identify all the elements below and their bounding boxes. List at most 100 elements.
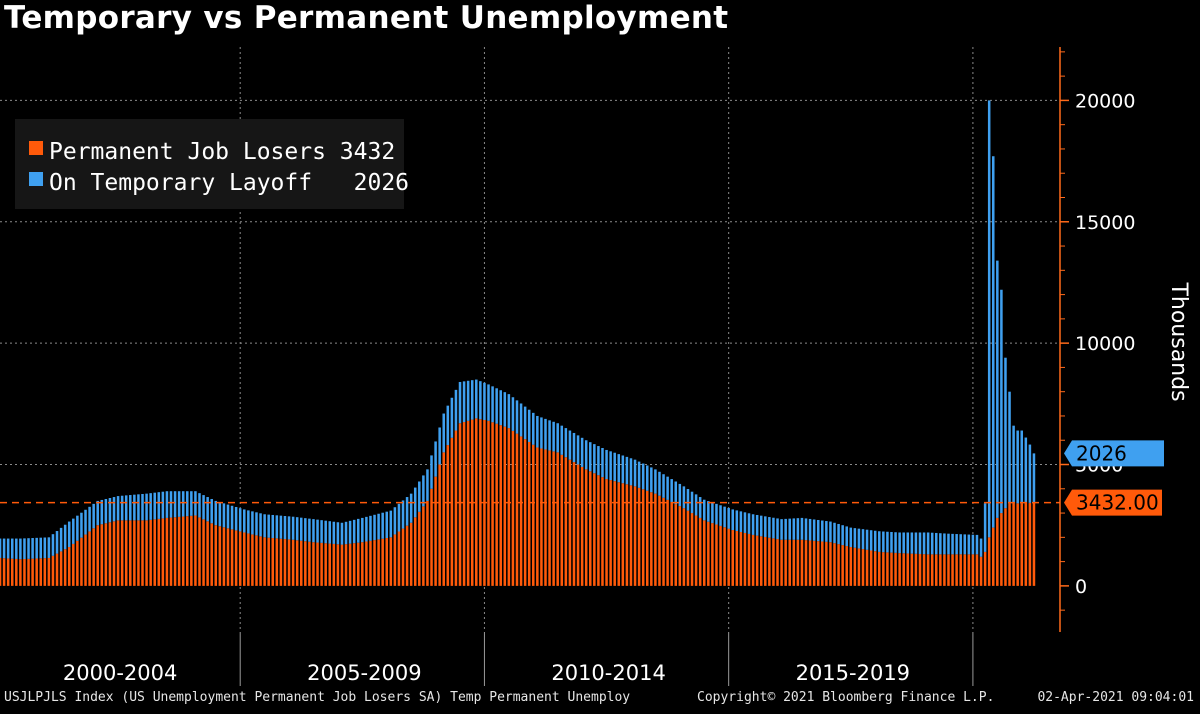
bar-temporary (808, 518, 812, 541)
temporary-last-value-tag-text: 2026 (1076, 441, 1127, 465)
bar-temporary (308, 518, 311, 542)
bar-permanent (519, 436, 523, 586)
y-tick-label: 15000 (1075, 212, 1135, 234)
bar-permanent (0, 557, 2, 586)
bar-temporary (979, 538, 983, 557)
bar-temporary (15, 538, 18, 559)
bar-temporary (861, 529, 865, 550)
bar-temporary (865, 529, 869, 550)
bar-permanent (275, 538, 279, 586)
bar-permanent (19, 559, 22, 586)
bar-permanent (1032, 502, 1036, 586)
bar-temporary (137, 494, 140, 521)
bar-permanent (983, 551, 987, 586)
bar-permanent (584, 469, 588, 586)
bar-permanent (532, 444, 535, 586)
bar-permanent (316, 542, 319, 586)
bar-permanent (369, 540, 372, 586)
bar-permanent (975, 554, 979, 586)
bar-permanent (947, 554, 950, 586)
bar-permanent (462, 422, 466, 586)
bar-temporary (129, 495, 132, 521)
bar-permanent (1016, 503, 1019, 586)
bar-permanent (304, 541, 307, 586)
bar-temporary (686, 489, 690, 511)
bar-temporary (165, 491, 169, 518)
bar-temporary (1020, 430, 1024, 504)
bar-permanent (540, 448, 543, 586)
bar-permanent (149, 519, 152, 586)
bar-permanent (27, 558, 30, 586)
bar-permanent (894, 552, 897, 586)
bar-temporary (641, 463, 645, 490)
bar-permanent (373, 540, 376, 586)
bar-permanent (129, 520, 132, 586)
bar-permanent (161, 518, 165, 586)
bar-permanent (336, 544, 340, 586)
bar-permanent (263, 537, 266, 586)
bar-permanent (259, 536, 262, 586)
bar-permanent (670, 501, 673, 586)
legend-label: Permanent Job Losers 3432 (49, 139, 395, 165)
bar-temporary (475, 379, 478, 419)
bar-temporary (572, 432, 576, 463)
bar-temporary (658, 471, 661, 496)
bar-permanent (613, 481, 616, 586)
bar-permanent (422, 506, 425, 586)
bar-temporary (47, 537, 51, 558)
bar-permanent (59, 551, 63, 586)
bar-permanent (84, 534, 87, 586)
bar-permanent (100, 524, 104, 586)
bar-temporary (271, 514, 275, 539)
bar-permanent (340, 544, 344, 586)
bar-temporary (540, 417, 543, 449)
bar-temporary (560, 425, 564, 455)
bar-permanent (629, 485, 633, 586)
bar-temporary (6, 538, 10, 559)
bar-temporary (975, 534, 979, 555)
bar-temporary (222, 503, 226, 528)
bar-temporary (735, 510, 739, 532)
bar-temporary (715, 503, 718, 525)
bar-temporary (527, 409, 531, 442)
bar-temporary (764, 516, 767, 537)
bar-permanent (202, 519, 205, 586)
last-value-tags: 2026 3432.00 (1064, 440, 1164, 516)
bar-temporary (442, 413, 445, 453)
bar-temporary (609, 451, 612, 481)
bar-permanent (104, 523, 108, 586)
bar-temporary (926, 532, 930, 555)
bar-temporary (593, 444, 596, 474)
bar-temporary (983, 503, 987, 552)
bar-permanent (418, 511, 421, 586)
bar-temporary (112, 497, 116, 522)
bar-temporary (336, 522, 340, 545)
bar-temporary (759, 515, 763, 537)
bar-temporary (780, 519, 783, 540)
bar-permanent (625, 484, 629, 586)
bar-permanent (324, 543, 327, 586)
bar-temporary (418, 481, 421, 512)
bar-temporary (930, 532, 934, 555)
bar-temporary (446, 405, 450, 446)
bar-permanent (971, 554, 975, 586)
bars-layer (0, 100, 1036, 586)
bar-permanent (238, 531, 242, 586)
bar-permanent (654, 493, 657, 586)
bar-temporary (947, 533, 950, 555)
bar-temporary (88, 506, 91, 532)
x-period-label: 2015-2019 (796, 661, 910, 685)
bar-temporary (393, 507, 397, 535)
bar-permanent (438, 464, 441, 586)
bar-temporary (849, 527, 853, 548)
bar-temporary (878, 531, 881, 552)
bar-temporary (992, 156, 995, 528)
bar-temporary (320, 520, 323, 543)
bar-temporary (55, 531, 59, 554)
bar-permanent (935, 554, 938, 586)
bar-permanent (251, 534, 254, 586)
bar-permanent (413, 517, 417, 586)
bar-temporary (43, 537, 47, 559)
bar-permanent (405, 525, 409, 586)
bar-temporary (238, 508, 242, 532)
